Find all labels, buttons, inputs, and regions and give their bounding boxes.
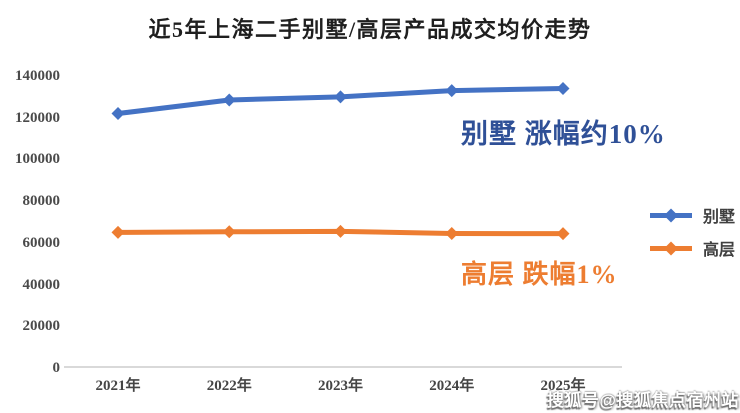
data-point-marker	[111, 107, 125, 121]
legend-label-villa: 别墅	[703, 209, 736, 226]
y-axis-tick-label: 140000	[15, 68, 60, 84]
legend-item-villa: 别墅	[648, 203, 735, 227]
data-point-marker	[445, 226, 459, 240]
legend: 别墅 高层	[648, 203, 735, 260]
chart-title: 近5年上海二手别墅/高层产品成交均价走势	[148, 17, 592, 42]
annotation-highrise-change: 高层 跌幅1%	[461, 260, 618, 289]
y-axis-tick-label: 0	[52, 360, 61, 376]
legend-highrise-line-marker-icon	[650, 241, 692, 255]
x-axis-tick-label: 2021年	[95, 378, 141, 394]
y-axis-tick-label: 40000	[22, 276, 61, 293]
legend-label-highrise: 高层	[703, 242, 736, 259]
data-point-marker	[556, 227, 570, 241]
data-point-marker	[222, 225, 236, 239]
x-axis-tick-label: 2024年	[429, 378, 475, 394]
x-axis-tick-label: 2023年	[317, 378, 363, 394]
data-point-marker	[222, 93, 236, 107]
x-axis: 2021年 2022年 2023年 2024年 2025年	[0, 374, 740, 398]
data-point-marker	[334, 224, 347, 238]
data-point-marker	[111, 225, 125, 239]
data-point-marker	[445, 84, 459, 98]
y-axis-tick-label: 100000	[15, 151, 60, 168]
x-axis-tick-label: 2022年	[206, 378, 252, 394]
y-axis-tick-label: 60000	[22, 234, 61, 251]
watermark: 搜狐号@搜狐焦点宿州站	[546, 391, 739, 410]
x-axis-line	[64, 366, 622, 368]
y-axis-tick-label: 80000	[22, 193, 61, 210]
annotation-villa-change: 别墅 涨幅约10%	[461, 119, 666, 149]
y-axis-tick-label: 20000	[22, 318, 61, 335]
y-axis-tick-label: 120000	[15, 109, 60, 126]
legend-item-highrise: 高层	[648, 236, 735, 260]
x-axis-tick-label: 2025年	[540, 378, 586, 394]
data-point-marker	[556, 82, 570, 96]
data-point-marker	[334, 90, 347, 104]
legend-villa-line-marker-icon	[650, 208, 692, 222]
